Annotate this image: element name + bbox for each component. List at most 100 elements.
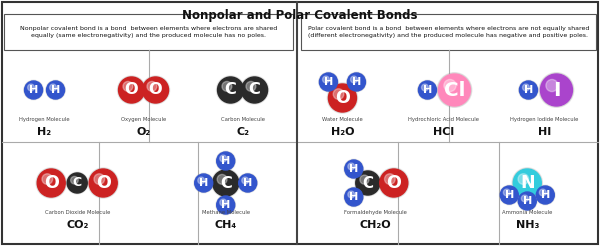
Circle shape: [217, 196, 235, 214]
Text: C: C: [224, 82, 236, 97]
Circle shape: [437, 73, 472, 107]
Text: C: C: [248, 82, 260, 97]
Circle shape: [24, 80, 43, 100]
Text: Nonpolar covalent bond is a bond  between elements where electrons are shared
eq: Nonpolar covalent bond is a bond between…: [20, 26, 277, 38]
Text: NH₃: NH₃: [515, 220, 539, 230]
Text: CH₄: CH₄: [215, 220, 237, 230]
Text: C: C: [362, 175, 373, 190]
Circle shape: [523, 84, 529, 91]
Circle shape: [518, 191, 537, 211]
Circle shape: [546, 79, 558, 92]
Text: Water Molecule: Water Molecule: [322, 117, 363, 122]
Text: C₂: C₂: [236, 127, 249, 137]
Text: O: O: [44, 174, 59, 192]
Text: H: H: [423, 85, 432, 95]
Circle shape: [347, 73, 365, 91]
Circle shape: [216, 195, 235, 215]
Circle shape: [71, 176, 78, 184]
Text: H: H: [51, 85, 60, 95]
Circle shape: [356, 171, 380, 195]
Circle shape: [67, 172, 88, 194]
Circle shape: [242, 177, 248, 184]
Circle shape: [418, 81, 436, 99]
Circle shape: [47, 81, 65, 99]
Text: H: H: [324, 77, 333, 87]
Text: Carbon Molecule: Carbon Molecule: [221, 117, 265, 122]
Text: C: C: [73, 176, 82, 189]
Circle shape: [246, 81, 256, 91]
Circle shape: [350, 76, 358, 83]
Text: Hydrogen Molecule: Hydrogen Molecule: [19, 117, 70, 122]
Circle shape: [418, 80, 437, 100]
Circle shape: [512, 168, 542, 198]
Text: O: O: [335, 89, 350, 107]
Text: H: H: [524, 85, 533, 95]
Circle shape: [119, 77, 145, 103]
Text: Ammonia Molecule: Ammonia Molecule: [502, 210, 553, 215]
FancyBboxPatch shape: [4, 14, 293, 50]
Text: H: H: [221, 156, 230, 166]
Text: Polar covalent bond is a bond  between elements where electrons are not equally : Polar covalent bond is a bond between el…: [308, 26, 589, 38]
Text: Carbon Dioxide Molecule: Carbon Dioxide Molecule: [44, 210, 110, 215]
Text: H: H: [221, 200, 230, 210]
Circle shape: [217, 152, 235, 170]
Text: H₂: H₂: [37, 127, 52, 137]
Circle shape: [195, 174, 213, 192]
Circle shape: [518, 192, 536, 210]
Circle shape: [539, 73, 574, 107]
Circle shape: [142, 76, 170, 104]
Circle shape: [344, 159, 364, 179]
Text: HI: HI: [538, 127, 551, 137]
Circle shape: [143, 77, 169, 103]
Text: H₂O: H₂O: [331, 127, 354, 137]
Text: O: O: [386, 174, 401, 192]
Circle shape: [328, 84, 356, 112]
Circle shape: [345, 160, 363, 178]
Circle shape: [519, 80, 538, 100]
Text: I: I: [553, 80, 560, 99]
Text: Hydrogen Iodide Molecule: Hydrogen Iodide Molecule: [510, 117, 578, 122]
Circle shape: [50, 84, 56, 91]
Text: H: H: [352, 77, 361, 87]
Circle shape: [213, 170, 239, 196]
Circle shape: [67, 173, 87, 193]
Circle shape: [242, 77, 268, 103]
Circle shape: [88, 168, 118, 198]
Circle shape: [147, 81, 157, 91]
Circle shape: [94, 174, 104, 184]
Text: H: H: [541, 190, 550, 200]
Text: O₂: O₂: [136, 127, 151, 137]
Circle shape: [348, 163, 355, 170]
Circle shape: [239, 174, 257, 192]
Circle shape: [379, 168, 409, 198]
Circle shape: [28, 84, 34, 91]
Circle shape: [518, 174, 529, 184]
Circle shape: [238, 173, 257, 193]
Circle shape: [217, 76, 245, 104]
Circle shape: [347, 72, 366, 92]
Text: H: H: [199, 178, 208, 188]
Text: CH₂O: CH₂O: [360, 220, 392, 230]
Circle shape: [541, 74, 572, 106]
Circle shape: [46, 80, 65, 100]
Circle shape: [513, 169, 541, 197]
Circle shape: [422, 84, 428, 91]
Circle shape: [218, 77, 244, 103]
Circle shape: [220, 199, 227, 206]
Circle shape: [520, 81, 538, 99]
Circle shape: [345, 188, 363, 206]
Circle shape: [220, 155, 227, 162]
Circle shape: [360, 175, 369, 184]
Circle shape: [194, 173, 214, 193]
Text: HCl: HCl: [433, 127, 454, 137]
Circle shape: [198, 177, 205, 184]
Circle shape: [521, 195, 528, 202]
Circle shape: [355, 170, 381, 196]
Text: Oxygen Molecule: Oxygen Molecule: [121, 117, 166, 122]
Circle shape: [212, 169, 240, 197]
Text: H: H: [349, 164, 358, 174]
Circle shape: [380, 169, 408, 197]
Circle shape: [319, 72, 338, 92]
Circle shape: [241, 76, 269, 104]
Text: O: O: [149, 82, 163, 97]
